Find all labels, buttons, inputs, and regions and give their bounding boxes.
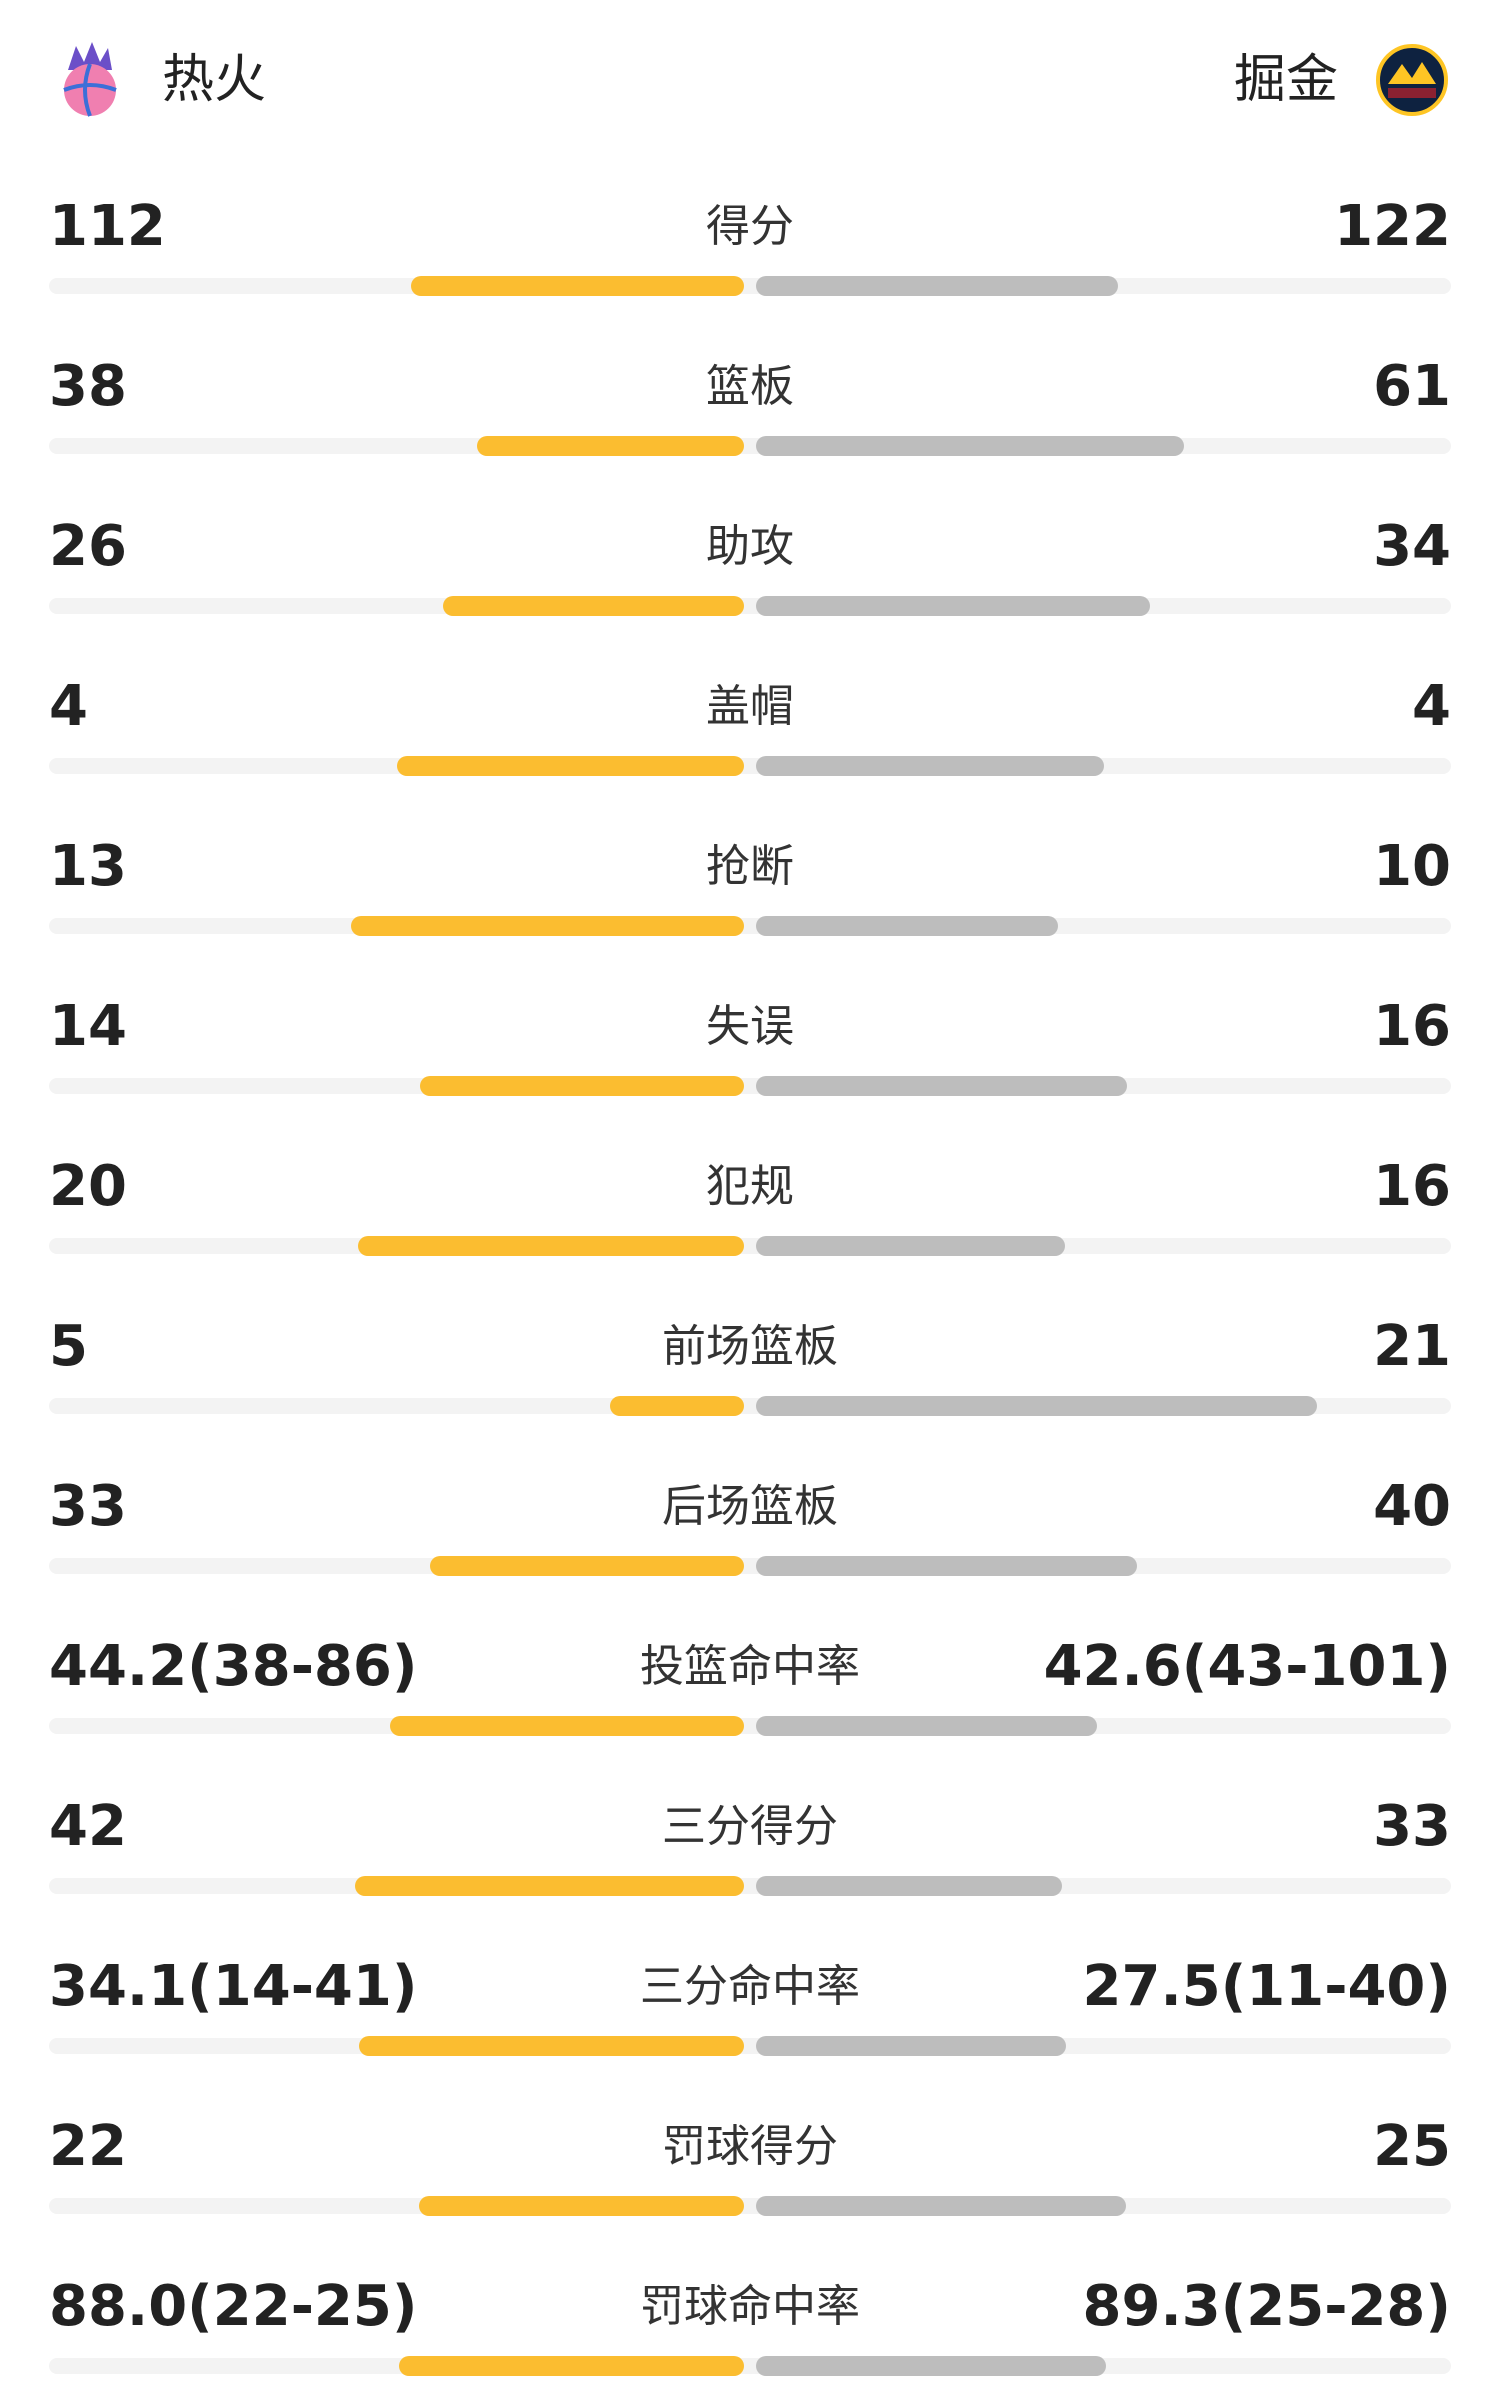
stat-label: 后场篮板 xyxy=(662,1481,838,1532)
home-value: 34.1(14-41) xyxy=(49,1954,418,2019)
track xyxy=(49,1878,1451,1894)
home-bar xyxy=(419,1076,744,1096)
stat-label: 得分 xyxy=(706,201,794,252)
home-bar xyxy=(354,1876,744,1896)
home-value: 38 xyxy=(49,354,127,419)
away-team: 掘金 xyxy=(1233,50,1338,110)
home-bar xyxy=(390,1716,744,1736)
home-value: 88.0(22-25) xyxy=(49,2274,418,2339)
home-value: 13 xyxy=(49,834,127,899)
stat-label: 盖帽 xyxy=(706,681,794,732)
track xyxy=(49,2038,1451,2054)
stat-label: 三分得分 xyxy=(662,1801,838,1852)
away-value: 61 xyxy=(1373,354,1451,419)
home-bar xyxy=(418,2196,744,2216)
home-value: 4 xyxy=(49,674,88,739)
home-bar xyxy=(396,756,744,776)
away-value: 33 xyxy=(1373,1794,1451,1859)
home-bar xyxy=(357,1236,744,1256)
away-value: 25 xyxy=(1373,2114,1451,2179)
track xyxy=(49,2358,1451,2374)
track xyxy=(49,758,1451,774)
away-bar xyxy=(756,2356,1107,2376)
away-value: 122 xyxy=(1334,194,1451,259)
track xyxy=(49,1238,1451,1254)
home-team: 热火 xyxy=(162,50,267,110)
home-bar xyxy=(399,2356,744,2376)
track xyxy=(49,278,1451,294)
stat-label: 罚球得分 xyxy=(662,2121,838,2172)
home-value: 5 xyxy=(49,1314,88,1379)
away-bar xyxy=(756,276,1119,296)
away-bar xyxy=(756,1396,1318,1416)
track xyxy=(49,1078,1451,1094)
home-bar xyxy=(477,436,744,456)
home-logo xyxy=(63,42,117,117)
stat-label: 助攻 xyxy=(706,521,794,572)
away-value: 16 xyxy=(1373,994,1451,1059)
home-value: 33 xyxy=(49,1474,127,1539)
track xyxy=(49,2198,1451,2214)
home-bar xyxy=(359,2036,744,2056)
away-logo xyxy=(1376,44,1448,116)
away-value: 89.3(25-28) xyxy=(1082,2274,1451,2339)
away-bar xyxy=(756,1556,1137,1576)
home-value: 20 xyxy=(49,1154,127,1219)
stat-label: 投篮命中率 xyxy=(640,1641,860,1692)
away-value: 34 xyxy=(1373,514,1451,579)
away-value: 21 xyxy=(1373,1314,1451,1379)
away-bar xyxy=(756,1876,1062,1896)
away-bar xyxy=(756,1076,1127,1096)
stat-label: 罚球命中率 xyxy=(640,2281,860,2332)
home-value: 14 xyxy=(49,994,127,1059)
away-value: 16 xyxy=(1373,1154,1451,1219)
stat-label: 失误 xyxy=(706,1001,794,1052)
home-value: 112 xyxy=(49,194,166,259)
track xyxy=(49,598,1451,614)
home-bar xyxy=(351,916,744,936)
stat-label: 前场篮板 xyxy=(662,1321,838,1372)
away-bar xyxy=(756,916,1059,936)
track xyxy=(49,1718,1451,1734)
stat-label: 篮板 xyxy=(706,361,794,412)
away-bar xyxy=(756,756,1104,776)
track xyxy=(49,438,1451,454)
away-value: 27.5(11-40) xyxy=(1082,1954,1451,2019)
track xyxy=(49,918,1451,934)
home-bar xyxy=(411,276,744,296)
stat-label: 抢断 xyxy=(706,841,794,892)
home-value: 44.2(38-86) xyxy=(49,1634,418,1699)
home-value: 26 xyxy=(49,514,127,579)
track xyxy=(49,1558,1451,1574)
away-bar xyxy=(756,1236,1065,1256)
home-bar xyxy=(429,1556,744,1576)
away-bar xyxy=(756,596,1150,616)
away-value: 40 xyxy=(1373,1474,1451,1539)
away-bar xyxy=(756,2196,1126,2216)
away-bar xyxy=(756,2036,1067,2056)
home-bar xyxy=(610,1396,744,1416)
home-value: 22 xyxy=(49,2114,127,2179)
away-value: 42.6(43-101) xyxy=(1043,1634,1451,1699)
away-value: 4 xyxy=(1412,674,1451,739)
away-bar xyxy=(756,1716,1098,1736)
stat-label: 三分命中率 xyxy=(640,1961,860,2012)
stat-label: 犯规 xyxy=(706,1161,794,1212)
home-value: 42 xyxy=(49,1794,127,1859)
away-bar xyxy=(756,436,1185,456)
home-bar xyxy=(442,596,744,616)
away-value: 10 xyxy=(1373,834,1451,899)
